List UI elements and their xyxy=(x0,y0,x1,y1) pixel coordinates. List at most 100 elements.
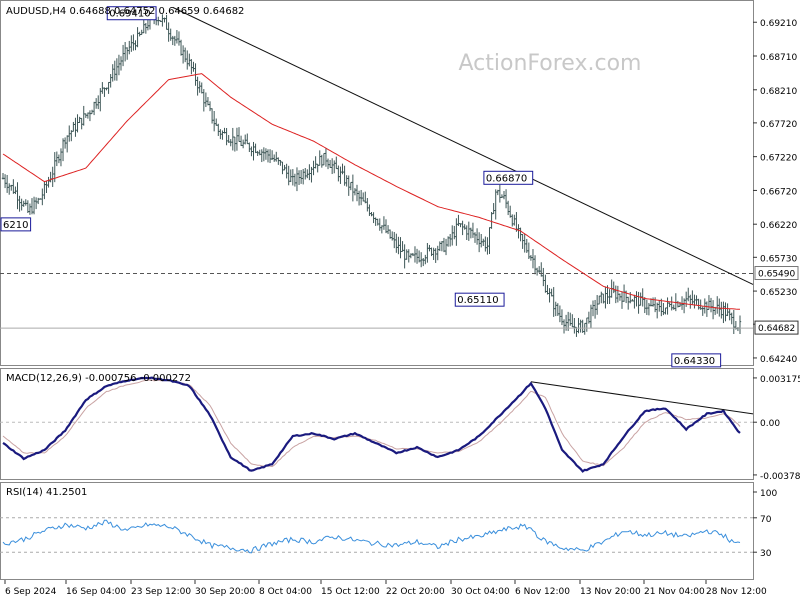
axis-layer: 0.69210 0.68710 0.68210 0.67720 0.67220 0.667… xyxy=(4,19,800,597)
price-bar xyxy=(339,166,342,184)
price-bar xyxy=(144,22,148,34)
price-bar xyxy=(142,19,145,34)
price-bar xyxy=(330,158,334,175)
price-bar xyxy=(349,181,352,191)
price-bar xyxy=(672,304,675,310)
price-bar xyxy=(97,95,100,110)
price-bar xyxy=(643,297,646,314)
price-bar xyxy=(490,211,493,229)
price-bar xyxy=(264,148,268,160)
price-bar xyxy=(99,88,102,112)
price-bar xyxy=(136,27,139,48)
price-bar xyxy=(235,127,239,151)
price-bar xyxy=(351,174,355,202)
current-price-label: 0.64682 xyxy=(758,324,795,334)
price-bar xyxy=(376,218,379,226)
price-bar xyxy=(444,238,448,256)
price-bar xyxy=(65,135,69,153)
price-bar xyxy=(658,300,661,312)
price-bar xyxy=(569,312,572,326)
price-bar xyxy=(252,141,255,161)
price-bar xyxy=(333,160,336,174)
x-axis-tick-label: 15 Oct 12:00 xyxy=(321,587,380,597)
price-bar xyxy=(355,184,359,202)
price-bar xyxy=(519,227,522,242)
x-axis-tick-label: 21 Nov 04:00 xyxy=(644,587,705,597)
price-bar xyxy=(200,82,203,94)
y-axis-tick-label: 0.65730 xyxy=(760,254,797,264)
price-bar xyxy=(241,139,245,149)
price-bar xyxy=(59,148,63,167)
price-bar xyxy=(68,125,71,142)
price-bar xyxy=(343,165,346,186)
price-bar xyxy=(72,121,75,132)
price-bar xyxy=(689,294,692,309)
price-bar xyxy=(362,192,365,202)
annotation-label: 0.65110 xyxy=(457,295,498,306)
price-bar xyxy=(322,152,326,166)
y-axis-tick-label: 0.68710 xyxy=(760,53,797,63)
price-bar xyxy=(562,319,566,334)
price-bar xyxy=(119,56,123,71)
price-bar xyxy=(289,169,292,183)
price-bar xyxy=(405,249,408,260)
price-bar xyxy=(132,34,135,51)
price-bar xyxy=(407,249,410,263)
price-bar xyxy=(720,301,723,319)
price-bar xyxy=(314,156,317,169)
price-bar xyxy=(192,61,195,72)
y-axis-tick-label: 0.66220 xyxy=(760,221,797,231)
macd-axis-tick-label: 0.00 xyxy=(760,419,780,429)
price-bar xyxy=(521,234,524,249)
price-bar xyxy=(585,317,589,332)
price-bar xyxy=(560,309,564,326)
price-bar xyxy=(527,242,531,259)
annotation-box xyxy=(671,353,722,368)
macd-info-label: MACD(12,26,9) -0.000756 -0.000272 xyxy=(6,373,191,384)
price-bar xyxy=(546,284,549,295)
y-axis-tick-label: 0.64240 xyxy=(760,355,797,365)
price-bar xyxy=(726,303,729,317)
price-bar xyxy=(167,22,170,42)
price-bar xyxy=(693,294,696,309)
price-bar xyxy=(63,137,67,149)
price-bar xyxy=(277,157,280,165)
price-bar xyxy=(28,203,32,215)
price-bar xyxy=(386,225,390,235)
price-bar xyxy=(635,291,638,307)
price-bar xyxy=(90,109,94,115)
price-bar xyxy=(260,149,263,163)
price-bar xyxy=(465,225,468,241)
price-bar xyxy=(126,47,129,60)
price-bar xyxy=(55,151,59,167)
price-bar xyxy=(186,50,189,70)
price-bar xyxy=(138,31,141,37)
price-bar xyxy=(550,288,553,297)
price-bar xyxy=(382,216,386,230)
price-bar xyxy=(616,285,620,303)
price-bar xyxy=(651,297,655,307)
price-bar xyxy=(324,148,328,167)
price-bar xyxy=(101,82,104,94)
price-bar xyxy=(415,248,419,264)
price-bar xyxy=(12,179,15,194)
signal-line xyxy=(2,379,741,468)
price-bar xyxy=(682,298,686,314)
price-bar xyxy=(5,174,9,193)
price-bar xyxy=(637,291,640,314)
price-bar xyxy=(227,135,230,143)
price-bar xyxy=(41,188,44,206)
price-bar xyxy=(8,183,11,195)
rsi-axis-tick-label: 30 xyxy=(760,549,772,559)
price-bar xyxy=(548,288,551,303)
y-axis-tick-label: 0.67220 xyxy=(760,154,797,164)
price-bar xyxy=(388,229,392,239)
price-bar xyxy=(215,118,218,126)
rsi-panel-frame xyxy=(0,482,754,580)
price-bar xyxy=(341,163,344,175)
price-bar xyxy=(86,112,90,119)
price-bar xyxy=(579,319,582,333)
price-annotation: 0.64330 xyxy=(671,353,722,368)
price-annotation: 6210 xyxy=(0,217,32,232)
